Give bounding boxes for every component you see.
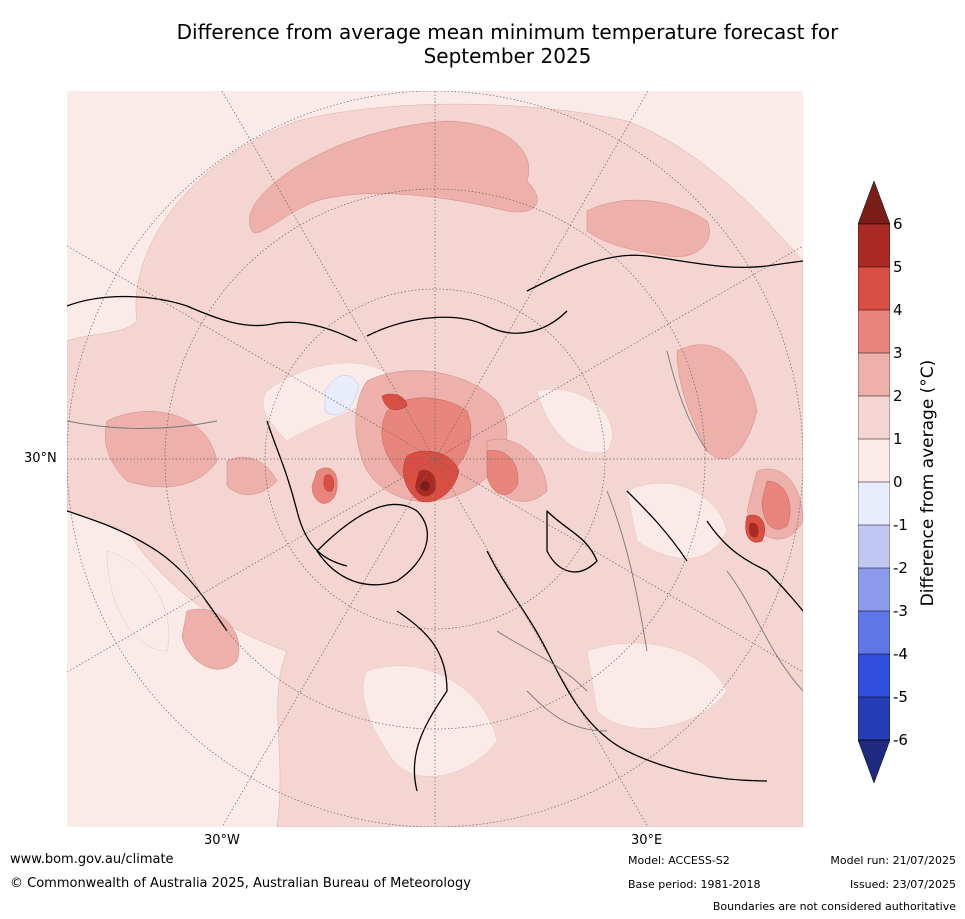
colorbar-label: Difference from average (°C) <box>918 360 938 607</box>
colorbar-tick-6: 6 <box>893 216 903 232</box>
colorbar-tick-m3: -3 <box>893 603 908 619</box>
colorbar <box>858 181 890 783</box>
issued-text: Issued: 23/07/2025 <box>850 878 956 891</box>
colorbar-bin-5-6 <box>858 224 890 267</box>
colorbar-bin-1-2 <box>858 396 890 439</box>
colorbar-tick-m5: -5 <box>893 689 908 705</box>
website-link[interactable]: www.bom.gov.au/climate <box>10 852 174 867</box>
colorbar-bin-m4-m3 <box>858 611 890 654</box>
map-title: Difference from average mean minimum tem… <box>60 20 955 68</box>
colorbar-bin-3-4 <box>858 310 890 353</box>
latitude-label-30n: 30°N <box>24 451 57 466</box>
colorbar-extend-below <box>858 740 890 783</box>
colorbar-bin-m5-m4 <box>858 654 890 697</box>
colorbar-tick-m4: -4 <box>893 646 908 662</box>
boundaries-disclaimer: Boundaries are not considered authoritat… <box>713 900 956 913</box>
base-period-text: Base period: 1981-2018 <box>628 878 760 891</box>
model-text: Model: ACCESS-S2 <box>628 854 730 867</box>
colorbar-extend-above <box>858 181 890 224</box>
colorbar-bin-2-3 <box>858 353 890 396</box>
polar-map <box>67 91 803 827</box>
model-run-text: Model run: 21/07/2025 <box>830 854 956 867</box>
colorbar-tick-3: 3 <box>893 345 903 361</box>
colorbar-tick-5: 5 <box>893 259 903 275</box>
copyright-text: © Commonwealth of Australia 2025, Austra… <box>10 876 471 891</box>
colorbar-bin-4-5 <box>858 267 890 310</box>
colorbar-tick-1: 1 <box>893 431 903 447</box>
colorbar-tick-2: 2 <box>893 388 903 404</box>
colorbar-tick-m6: -6 <box>893 732 908 748</box>
title-line-2: September 2025 <box>424 44 592 68</box>
colorbar-bin-0-1 <box>858 439 890 482</box>
longitude-label-30e: 30°E <box>631 833 662 848</box>
colorbar-bin-m2-m1 <box>858 525 890 568</box>
title-line-1: Difference from average mean minimum tem… <box>177 20 839 44</box>
colorbar-bin-m1-0 <box>858 482 890 525</box>
longitude-label-30w: 30°W <box>204 833 240 848</box>
colorbar-tick-m1: -1 <box>893 517 908 533</box>
colorbar-bin-m3-m2 <box>858 568 890 611</box>
colorbar-tick-4: 4 <box>893 302 903 318</box>
colorbar-tick-m2: -2 <box>893 560 908 576</box>
colorbar-bin-m6-m5 <box>858 697 890 740</box>
colorbar-tick-0: 0 <box>893 474 903 490</box>
